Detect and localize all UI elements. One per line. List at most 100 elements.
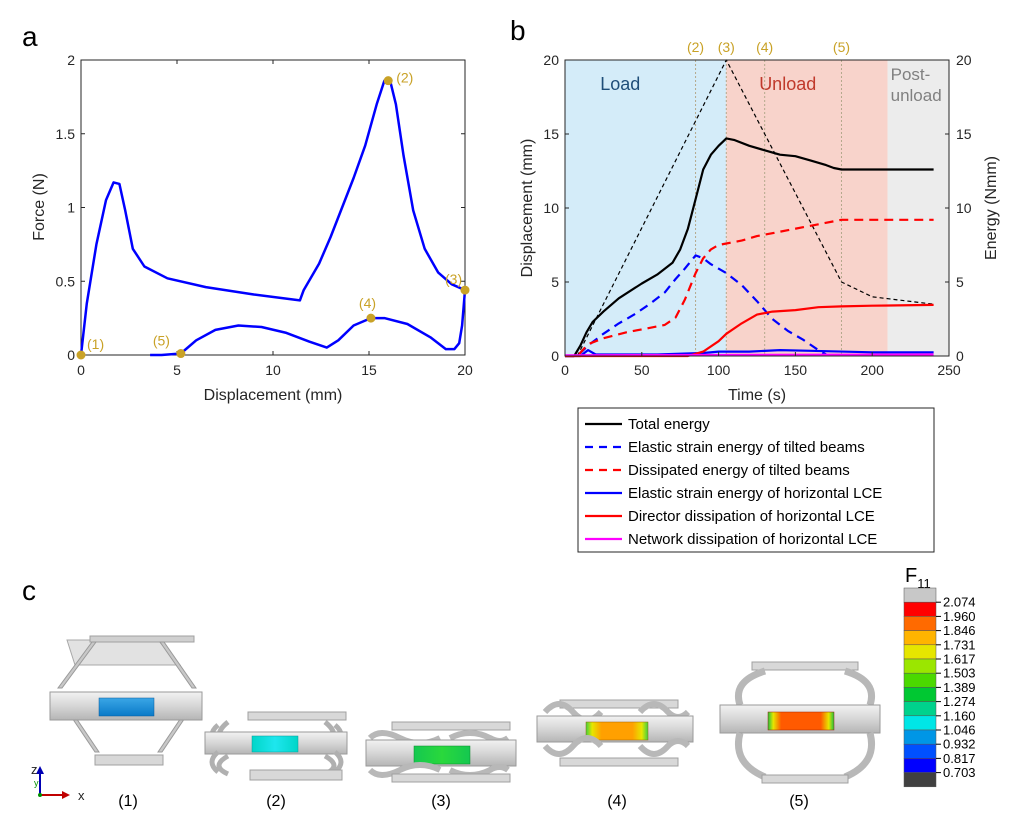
chart-b-series-4 <box>565 349 934 358</box>
chart-b-ylabel-left: Displacement (mm) <box>519 139 536 278</box>
colorbar-cell <box>903 601 937 617</box>
chart-b-markers: (2) (3) (4) (5) <box>687 39 850 356</box>
chart-b-series-0 <box>576 59 934 357</box>
colorbar-cell <box>903 672 937 688</box>
state-label-3: (3) <box>431 793 451 810</box>
chart-b-region-label: Post-unload <box>891 65 942 105</box>
chart-b-ytick-label-left: 0 <box>551 348 559 364</box>
chart-b-regions: Load Unload Post-unload <box>565 60 949 356</box>
chart-b-ytick-label-right: 0 <box>956 348 964 364</box>
chart-b-region <box>887 60 949 356</box>
chart-b-region <box>565 60 727 356</box>
chart-b-series-1 <box>565 137 934 358</box>
colorbar-cell <box>903 701 937 717</box>
chart-b-legend-box <box>577 407 935 553</box>
colorbar-label: 1.160 <box>943 708 976 723</box>
colorbar-cell <box>903 658 937 674</box>
chart-a-point-label: (4) <box>359 295 376 311</box>
chart-a-ytick-label: 1 <box>67 200 75 216</box>
chart-b-xtick-label: 0 <box>561 362 569 378</box>
chart-a-xtick-label: 20 <box>457 362 473 378</box>
chart-b-series-3 <box>565 218 934 358</box>
chart-a-points: (1) (2) (3) (4) (5) <box>76 70 470 360</box>
structure-state-5 <box>719 661 881 784</box>
chart-a-xtick-label: 5 <box>173 362 181 378</box>
chart-a-point-label: (1) <box>87 336 104 352</box>
colorbar-label: 2.074 <box>943 595 976 610</box>
colorbar-label: 1.503 <box>943 666 976 681</box>
structure-state-4 <box>536 699 694 767</box>
chart-b-series-5 <box>565 303 934 358</box>
chart-b-series-6 <box>564 353 934 357</box>
colorbar-cell <box>903 729 937 745</box>
state-label-2: (2) <box>266 793 286 810</box>
chart-a-point-label: (3) <box>445 271 462 287</box>
chart-a-point <box>176 349 186 359</box>
colorbar-label: 0.817 <box>943 751 976 766</box>
chart-b-marker-label: (5) <box>833 39 850 55</box>
chart-a-frame <box>80 59 466 356</box>
axis-z-label: z <box>31 762 38 777</box>
chart-b-ytick-label-left: 20 <box>543 52 559 68</box>
coordinate-triad: y z x <box>31 762 85 803</box>
chart-b-region-label: Unload <box>759 74 816 94</box>
structure-state-3 <box>365 721 517 783</box>
chart-b-legend-label: Network dissipation of horizontal LCE <box>628 531 877 548</box>
chart-b-ylabel-right: Energy (Nmm) <box>983 156 1000 260</box>
chart-b-marker-label: (2) <box>687 39 704 55</box>
chart-b-ytick-label-right: 5 <box>956 274 964 290</box>
colorbar-labels: 2.0741.9601.8461.7311.6171.5031.3891.274… <box>936 595 976 780</box>
colorbar-label: 1.274 <box>943 694 976 709</box>
chart-a-series-unloading <box>150 289 467 357</box>
colorbar-label: 0.932 <box>943 737 976 752</box>
chart-b-marker-label: (3) <box>718 39 735 55</box>
colorbar-cell <box>903 687 937 702</box>
chart-a-xtick-label: 0 <box>77 362 85 378</box>
chart-a-point-label: (5) <box>153 333 170 349</box>
axis-x-label: x <box>78 788 85 803</box>
chart-b-legend: Total energy Elastic strain energy of til… <box>585 416 882 548</box>
state-label-4: (4) <box>607 793 627 810</box>
chart-a-xtick-label: 15 <box>361 362 377 378</box>
chart-a-point-label: (2) <box>396 70 413 86</box>
colorbar-cell <box>903 772 937 788</box>
colorbar-label: 1.846 <box>943 623 976 638</box>
chart-a-ytick-label: 0.5 <box>56 273 76 289</box>
chart-b-legend-label: Dissipated energy of tilted beams <box>628 462 850 479</box>
colorbar-label: 1.389 <box>943 680 976 695</box>
state-label-5: (5) <box>789 793 809 810</box>
chart-a-ticks: 0 5 10 15 20 0 0.5 1 1.5 2 <box>56 52 473 378</box>
chart-b: Load Unload Post-unload (2) (3) (4) (5) 0 50 10… <box>519 39 1000 553</box>
chart-b-legend-label: Total energy <box>628 416 710 433</box>
chart-b-ytick-label-left: 5 <box>551 274 559 290</box>
colorbar-cell <box>903 644 937 660</box>
chart-a-point <box>76 350 86 360</box>
colorbar-cell <box>903 715 937 731</box>
colorbar-cell <box>903 630 937 646</box>
chart-a-ylabel: Force (N) <box>31 173 48 241</box>
chart-b-ytick-label-left: 10 <box>543 200 559 216</box>
chart-a-point <box>366 313 376 323</box>
chart-b-ytick-label-right: 10 <box>956 200 972 216</box>
chart-b-region-label: Load <box>600 74 640 94</box>
chart-b-ytick-label-right: 20 <box>956 52 972 68</box>
panel-label-b: b <box>510 15 526 46</box>
chart-a-ytick-label: 2 <box>67 52 75 68</box>
chart-a-point <box>383 76 393 86</box>
colorbar-cell <box>903 743 937 759</box>
colorbar-label: 1.617 <box>943 652 976 667</box>
chart-b-region <box>726 60 888 356</box>
state-label-1: (1) <box>118 793 138 810</box>
axis-y-label: y <box>34 778 39 788</box>
structure-state-2 <box>204 711 348 781</box>
panel-label-a: a <box>22 21 38 52</box>
colorbar: F11 2.0741.9601.8461.7311.6171.5031.3891… <box>903 565 976 788</box>
chart-b-xtick-label: 250 <box>937 362 961 378</box>
chart-b-xtick-label: 100 <box>707 362 731 378</box>
colorbar-label: 1.731 <box>943 637 976 652</box>
chart-b-series <box>564 59 934 358</box>
panel-label-c: c <box>22 575 36 606</box>
chart-b-legend-label: Director dissipation of horizontal LCE <box>628 508 875 525</box>
